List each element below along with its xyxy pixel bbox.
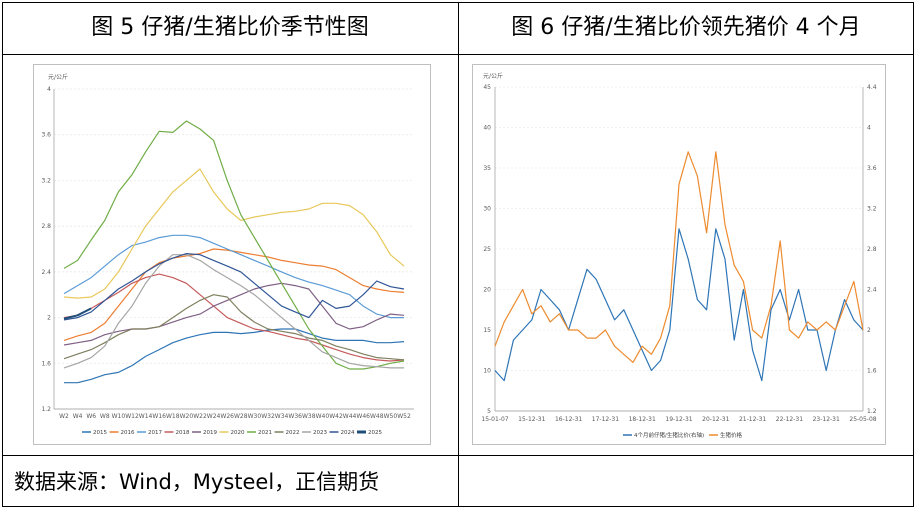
series-line-1 [494, 151, 864, 363]
y2-tick-label: 4.4 [867, 84, 877, 91]
x-tick-label: 15-01-07 [481, 416, 508, 423]
x-tick-label: 23-12-31 [813, 416, 840, 423]
legend-label-0: 4个月前仔猪/生猪比价(右轴) [634, 431, 704, 439]
y-tick-label: 1.6 [41, 360, 51, 367]
x-tick-label: W2 [59, 413, 69, 420]
x-tick-label: W14 [139, 413, 153, 420]
legend-label-1: 生猪价格 [720, 431, 743, 439]
x-tick-label: W38 [302, 413, 316, 420]
x-tick-label: W4 [73, 413, 83, 420]
series-line-2025 [63, 307, 92, 320]
series-line-2018 [63, 273, 405, 362]
x-tick-label: W52 [397, 413, 411, 420]
series-line-2021 [63, 120, 405, 370]
y-tick-label: 3.6 [41, 132, 51, 139]
x-tick-label: 25-05-08 [849, 416, 876, 423]
series-line-2023 [63, 254, 404, 369]
legend-label-2022: 2022 [286, 430, 300, 436]
x-tick-label: W6 [86, 413, 96, 420]
x-tick-label: W20 [180, 413, 194, 420]
y-tick-label: 35 [483, 165, 491, 172]
x-tick-label: W18 [166, 413, 180, 420]
x-tick-label: 15-12-31 [518, 416, 545, 423]
y-tick-label: 2.8 [41, 223, 51, 230]
series-line-2017 [63, 234, 404, 319]
figure5-title: 图 5 仔猪/生猪比价季节性图 [91, 15, 369, 40]
series-line-2024 [63, 253, 405, 321]
y-tick-label: 15 [483, 327, 491, 334]
x-tick-label: W32 [261, 413, 275, 420]
y-tick-label: 45 [483, 84, 491, 91]
series-line-2019 [63, 282, 405, 346]
y-tick-label: 30 [483, 206, 491, 213]
lead-chart-panel: 元/公斤 5 10 15 20 25 30 35 40 45 1.2 1.6 2 2.4 2.8 3.2 3.6… [472, 64, 886, 445]
y-axis-unit-label: 元/公斤 [48, 73, 68, 81]
x-tick-label: 16-12-31 [555, 416, 582, 423]
x-tick-label: 18-12-31 [629, 416, 656, 423]
series-line-2015 [64, 328, 405, 384]
x-tick-label: W34 [275, 413, 289, 420]
y2-tick-label: 2 [867, 327, 871, 334]
x-tick-label: W8 [100, 413, 110, 420]
series-line-2020 [63, 168, 405, 299]
y-tick-label: 20 [483, 287, 491, 294]
legend-label-2023: 2023 [313, 430, 327, 436]
y-axis-unit-label: 元/公斤 [483, 72, 503, 80]
x-tick-label: W46 [356, 413, 370, 420]
y-tick-label: 2.4 [41, 269, 51, 276]
x-tick-label: W50 [384, 413, 398, 420]
legend-label-2020: 2020 [231, 430, 245, 436]
y-tick-label: 5 [487, 408, 491, 415]
legend-label-2019: 2019 [203, 430, 217, 436]
y-tick-label: 25 [483, 246, 491, 253]
legend-label-2024: 2024 [341, 430, 355, 436]
legend-label-2021: 2021 [258, 430, 272, 436]
legend-label-2016: 2016 [121, 430, 135, 436]
legend-label-2017: 2017 [148, 430, 162, 436]
y-tick-label: 10 [483, 368, 491, 375]
y2-tick-label: 1.6 [867, 368, 877, 375]
x-tick-label: W22 [193, 413, 207, 420]
legend-label-2018: 2018 [176, 430, 190, 436]
y-tick-label: 1.2 [41, 406, 51, 413]
y2-tick-label: 2.4 [867, 287, 877, 294]
x-tick-label: W24 [207, 413, 221, 420]
y-tick-label: 3.2 [41, 177, 51, 184]
x-tick-label: W44 [343, 413, 357, 420]
x-tick-label: 22-12-31 [776, 416, 803, 423]
legend-label-2025: 2025 [368, 430, 382, 436]
y2-tick-label: 4 [867, 125, 871, 132]
x-tick-label: W36 [288, 413, 302, 420]
x-tick-label: W42 [329, 413, 343, 420]
x-tick-label: W10 [112, 413, 126, 420]
source-note: 数据来源：Wind，Mysteel，正信期货 [14, 470, 380, 494]
column-divider [458, 2, 459, 507]
y2-tick-label: 1.2 [867, 408, 877, 415]
series-line-2022 [63, 294, 405, 361]
x-tick-label: W12 [125, 413, 139, 420]
x-tick-label: 19-12-31 [665, 416, 692, 423]
y2-tick-label: 3.2 [867, 206, 877, 213]
x-tick-label: W30 [248, 413, 262, 420]
seasonal-chart-panel: 元/公斤 1.2 1.6 2 2.4 2.8 3.2 3.6 4 W2 W4 W6 W8 W10 W12 W1… [33, 64, 431, 445]
x-tick-label: 21-12-31 [739, 416, 766, 423]
y-tick-label: 4 [47, 86, 51, 93]
x-tick-label: W48 [370, 413, 384, 420]
x-tick-label: W28 [234, 413, 248, 420]
lead-chart: 元/公斤 5 10 15 20 25 30 35 40 45 1.2 1.6 2 2.4 2.8 3.2 3.6… [481, 72, 877, 439]
x-tick-label: 17-12-31 [592, 416, 619, 423]
y-tick-label: 40 [483, 125, 491, 132]
y-tick-label: 2 [47, 315, 51, 322]
x-tick-label: W16 [152, 413, 166, 420]
figure6-title: 图 6 仔猪/生猪比价领先猪价 4 个月 [511, 15, 861, 40]
x-tick-label: 20-12-31 [702, 416, 729, 423]
series-line-0 [494, 228, 864, 382]
legend-label-2015: 2015 [93, 430, 107, 436]
x-tick-label: W26 [220, 413, 234, 420]
y2-tick-label: 2.8 [867, 246, 877, 253]
x-tick-label: W40 [316, 413, 330, 420]
y2-tick-label: 3.6 [867, 165, 877, 172]
